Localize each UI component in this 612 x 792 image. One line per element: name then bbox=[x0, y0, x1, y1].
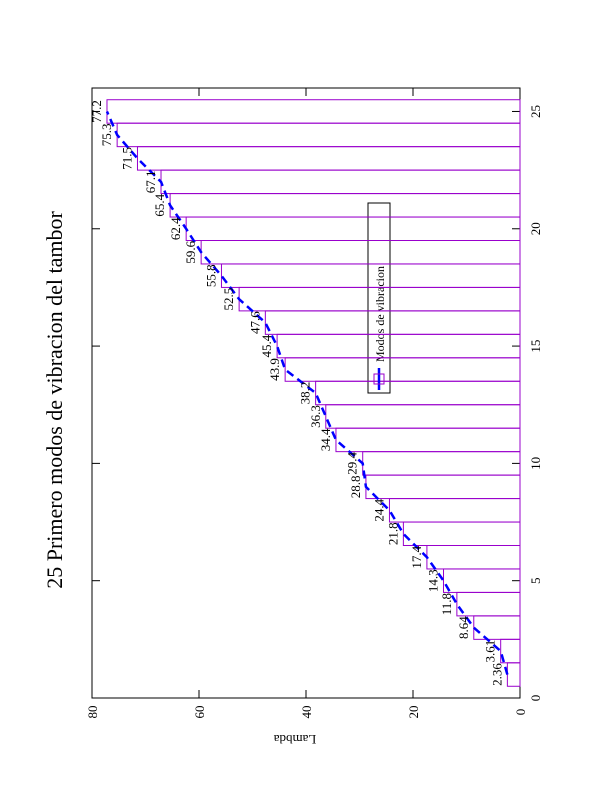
x-tick-label: 25 bbox=[528, 105, 543, 118]
y-axis-label: Lambda bbox=[273, 732, 316, 747]
bar bbox=[264, 310, 521, 335]
data-label: 29.4 bbox=[345, 452, 360, 475]
data-label: 36.3 bbox=[308, 405, 323, 428]
legend bbox=[367, 202, 391, 394]
data-label: 59.6 bbox=[183, 240, 198, 263]
data-label: 75.3 bbox=[99, 124, 114, 147]
series-line bbox=[105, 110, 509, 675]
data-label: 65.4 bbox=[152, 193, 167, 216]
data-label: 47.6 bbox=[247, 311, 262, 334]
y-tick-label: 0 bbox=[513, 709, 528, 716]
bar bbox=[106, 99, 521, 124]
bar bbox=[169, 193, 521, 218]
y-tick-label: 60 bbox=[192, 706, 207, 719]
data-label: 67.1 bbox=[143, 170, 158, 193]
data-label: 14.3 bbox=[425, 569, 440, 592]
bar bbox=[402, 521, 521, 546]
data-label: 43.9 bbox=[267, 358, 282, 381]
bar bbox=[473, 615, 521, 640]
data-label: 17.4 bbox=[409, 545, 424, 568]
data-label: 62.4 bbox=[168, 217, 183, 240]
data-label: 3.61 bbox=[483, 640, 498, 663]
bar bbox=[325, 404, 521, 429]
data-label: 55.8 bbox=[203, 264, 218, 287]
data-label: 77.2 bbox=[89, 100, 104, 123]
bar bbox=[506, 662, 521, 687]
data-label: 38.2 bbox=[298, 382, 313, 405]
bar bbox=[365, 474, 521, 500]
x-tick-label: 5 bbox=[528, 577, 543, 584]
bar bbox=[276, 333, 521, 359]
x-tick-label: 0 bbox=[528, 695, 543, 702]
bar bbox=[185, 216, 521, 242]
y-tick-label: 80 bbox=[85, 706, 100, 719]
chart-title: 25 Primero modos de vibracion del tambor bbox=[42, 211, 67, 589]
bar bbox=[442, 568, 521, 593]
data-label: 24.4 bbox=[371, 498, 386, 521]
bar bbox=[315, 380, 521, 406]
bar bbox=[116, 122, 521, 148]
y-tick-label: 20 bbox=[406, 706, 421, 719]
legend-swatch bbox=[373, 373, 385, 385]
bar bbox=[362, 451, 521, 476]
data-label: 71.5 bbox=[119, 147, 134, 170]
bar bbox=[160, 169, 521, 195]
x-tick-label: 15 bbox=[528, 340, 543, 353]
data-label: 34.4 bbox=[318, 428, 333, 451]
data-label: 11.8 bbox=[439, 593, 454, 615]
bar bbox=[426, 545, 521, 570]
x-tick-label: 20 bbox=[528, 222, 543, 235]
bar bbox=[284, 357, 521, 382]
bar bbox=[456, 591, 521, 617]
bar bbox=[136, 146, 521, 171]
x-tick-label: 10 bbox=[528, 457, 543, 470]
bar bbox=[388, 498, 521, 523]
data-label: 45.4 bbox=[259, 334, 274, 357]
y-tick-label: 40 bbox=[299, 706, 314, 719]
bar bbox=[200, 240, 521, 265]
data-label: 2.36 bbox=[489, 663, 504, 686]
data-label: 21.8 bbox=[385, 522, 400, 545]
data-label: 8.64 bbox=[456, 616, 471, 639]
data-label: 52.5 bbox=[221, 288, 236, 311]
bar bbox=[335, 427, 521, 453]
legend-label: Modos de vibracion bbox=[373, 266, 387, 362]
data-label: 28.8 bbox=[348, 475, 363, 498]
